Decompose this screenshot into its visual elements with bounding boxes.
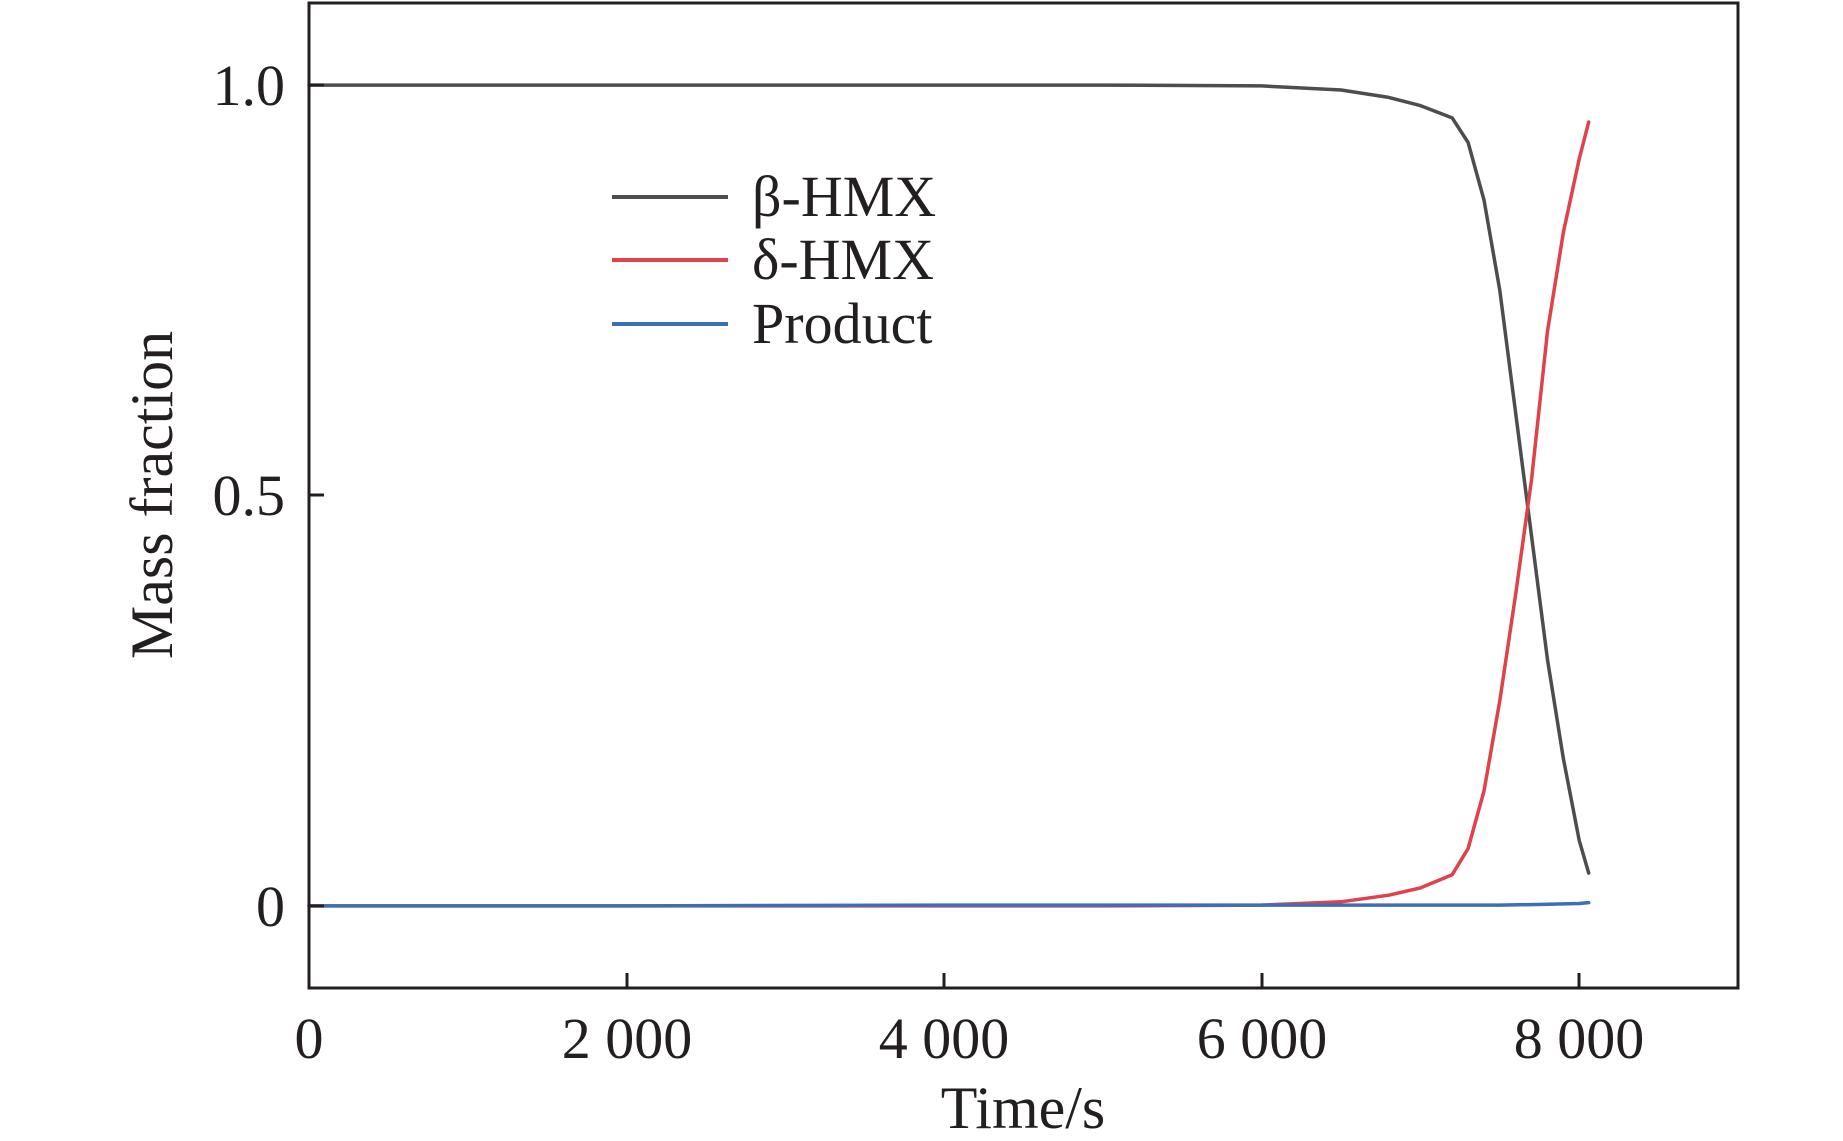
legend-label-beta-hmx: β-HMX bbox=[752, 164, 936, 229]
y-tick-label: 0.5 bbox=[213, 463, 286, 528]
legend: β-HMX δ-HMX Product bbox=[612, 164, 936, 356]
series-layer bbox=[307, 83, 1591, 908]
x-tick-label: 8 000 bbox=[1514, 1006, 1645, 1071]
y-tick-label: 1.0 bbox=[213, 53, 286, 118]
x-tick-label: 0 bbox=[295, 1006, 324, 1071]
legend-label-delta-hmx: δ-HMX bbox=[752, 227, 934, 292]
y-axis-label: Mass fraction bbox=[119, 331, 185, 659]
x-tick-label: 4 000 bbox=[879, 1006, 1010, 1071]
x-tick-label: 6 000 bbox=[1197, 1006, 1328, 1071]
y-tick-label: 0 bbox=[256, 874, 285, 939]
x-axis-label: Time/s bbox=[941, 1075, 1106, 1141]
legend-label-product: Product bbox=[752, 291, 932, 356]
series-product-line bbox=[307, 900, 1591, 908]
series-delta-hmx-line bbox=[307, 120, 1591, 908]
series-beta-hmx-line bbox=[307, 83, 1591, 875]
x-tick-label: 2 000 bbox=[562, 1006, 693, 1071]
plot-frame bbox=[307, 1, 1740, 990]
